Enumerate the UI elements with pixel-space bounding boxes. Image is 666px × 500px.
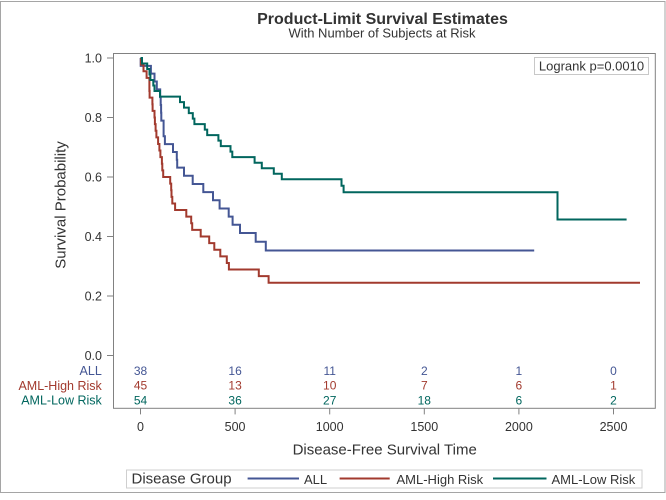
svg-text:0.6: 0.6 (85, 171, 102, 185)
svg-text:1.0: 1.0 (85, 52, 102, 66)
svg-text:2000: 2000 (505, 420, 533, 434)
svg-text:AML-High Risk: AML-High Risk (397, 472, 484, 487)
svg-text:11: 11 (323, 364, 336, 378)
svg-text:0.2: 0.2 (85, 290, 102, 304)
svg-text:Disease-Free Survival Time: Disease-Free Survival Time (293, 442, 477, 459)
svg-text:10: 10 (323, 379, 337, 393)
svg-text:ALL: ALL (80, 364, 102, 378)
svg-text:7: 7 (421, 379, 428, 393)
svg-text:16: 16 (228, 364, 242, 378)
svg-text:13: 13 (228, 379, 242, 393)
svg-text:2: 2 (421, 364, 428, 378)
svg-text:27: 27 (323, 394, 337, 408)
svg-text:0: 0 (610, 364, 617, 378)
svg-text:0.8: 0.8 (85, 111, 102, 125)
svg-text:6: 6 (516, 379, 523, 393)
svg-text:18: 18 (418, 394, 432, 408)
svg-text:45: 45 (134, 379, 148, 393)
svg-text:6: 6 (516, 394, 523, 408)
svg-text:With Number of Subjects at Ris: With Number of Subjects at Risk (288, 26, 476, 41)
svg-text:0.4: 0.4 (85, 230, 102, 244)
svg-text:ALL: ALL (304, 472, 327, 487)
svg-text:0: 0 (137, 420, 144, 434)
svg-text:54: 54 (134, 394, 148, 408)
svg-text:1: 1 (516, 364, 523, 378)
svg-text:38: 38 (134, 364, 148, 378)
svg-text:Product-Limit Survival Estimat: Product-Limit Survival Estimates (257, 11, 508, 28)
svg-text:Logrank p=0.0010: Logrank p=0.0010 (539, 59, 644, 74)
svg-text:1000: 1000 (316, 420, 344, 434)
svg-text:AML-High Risk: AML-High Risk (18, 379, 102, 393)
svg-text:Disease Group: Disease Group (132, 471, 232, 488)
svg-text:500: 500 (225, 420, 246, 434)
svg-text:AML-Low Risk: AML-Low Risk (552, 472, 636, 487)
svg-text:0.0: 0.0 (85, 349, 102, 363)
svg-text:1500: 1500 (410, 420, 438, 434)
svg-text:2: 2 (610, 394, 617, 408)
svg-text:AML-Low Risk: AML-Low Risk (21, 394, 102, 408)
svg-text:1: 1 (610, 379, 617, 393)
svg-text:36: 36 (228, 394, 242, 408)
svg-text:Survival Probability: Survival Probability (53, 141, 70, 269)
svg-text:2500: 2500 (600, 420, 628, 434)
